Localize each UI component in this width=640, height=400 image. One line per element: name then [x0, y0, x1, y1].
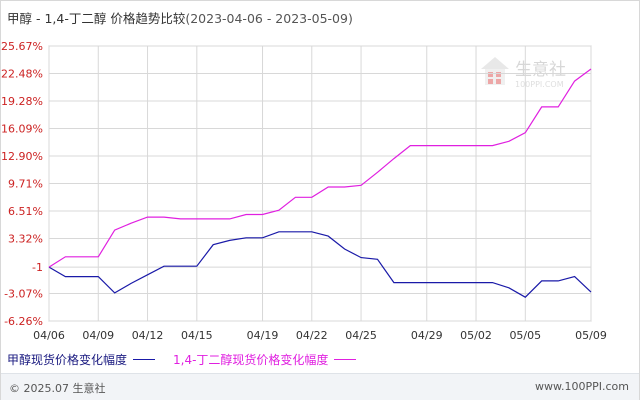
- x-tick-label: 04/09: [82, 329, 114, 342]
- y-tick-label: -1: [32, 261, 43, 274]
- legend-swatch-series1: [133, 359, 156, 360]
- y-tick-label: -6.26%: [4, 315, 43, 328]
- y-tick-label: 25.67%: [1, 40, 43, 53]
- y-tick-label: 16.09%: [1, 123, 43, 136]
- legend-label-series1: 甲醇现货价格变化幅度: [7, 353, 128, 367]
- watermark-brand: 生意社: [515, 60, 566, 80]
- footer-site-link[interactable]: www.100PPI.com: [535, 380, 629, 393]
- line-chart: 25.67% 22.48% 19.28% 16.09% 12.90% 9.71% 6.51%…: [1, 40, 607, 342]
- grid: [48, 45, 592, 322]
- x-tick-label: 04/06: [33, 329, 65, 342]
- legend-label-series2: 1,4-丁二醇现货价格变化幅度: [173, 353, 329, 367]
- footer: © 2025.07 生意社 www.100PPI.com: [1, 373, 639, 400]
- y-tick-label: 22.48%: [1, 67, 43, 80]
- x-tick-label: 05/05: [509, 329, 541, 342]
- footer-copyright: © 2025.07 生意社: [9, 382, 106, 395]
- x-tick-label: 04/22: [296, 329, 328, 342]
- x-tick-label: 04/12: [132, 329, 164, 342]
- x-tick-label: 04/19: [247, 329, 279, 342]
- x-tick-label: 04/29: [411, 329, 443, 342]
- series-line-2: [48, 68, 592, 268]
- y-tick-label: 19.28%: [1, 95, 43, 108]
- x-tick-label: 05/09: [575, 329, 607, 342]
- y-tick-label: 3.32%: [8, 232, 43, 245]
- legend: 甲醇现货价格变化幅度 1,4-丁二醇现货价格变化幅度: [7, 351, 374, 368]
- chart-title: 甲醇 - 1,4-丁二醇 价格趋势比较(2023-04-06 - 2023-05…: [7, 8, 353, 27]
- x-tick-label: 04/15: [181, 329, 213, 342]
- x-tick-label: 05/02: [460, 329, 492, 342]
- y-tick-label: 6.51%: [8, 205, 43, 218]
- y-tick-label: 9.71%: [8, 177, 43, 190]
- legend-swatch-series2: [334, 359, 357, 360]
- y-axis: 25.67% 22.48% 19.28% 16.09% 12.90% 9.71% 6.51%…: [1, 40, 43, 328]
- x-axis: 04/06 04/09 04/12 04/15 04/19 04/22 04/25 04/29…: [33, 329, 607, 342]
- title-text: 甲醇 - 1,4-丁二醇 价格趋势比较: [7, 11, 186, 26]
- watermark-url: 100PPI.COM: [515, 80, 564, 89]
- series: [48, 68, 592, 298]
- x-tick-label: 04/25: [345, 329, 377, 342]
- series-line-1: [48, 231, 592, 298]
- y-tick-label: -3.07%: [4, 288, 43, 301]
- y-tick-label: 12.90%: [1, 150, 43, 163]
- title-date-range: (2023-04-06 - 2023-05-09): [185, 11, 353, 26]
